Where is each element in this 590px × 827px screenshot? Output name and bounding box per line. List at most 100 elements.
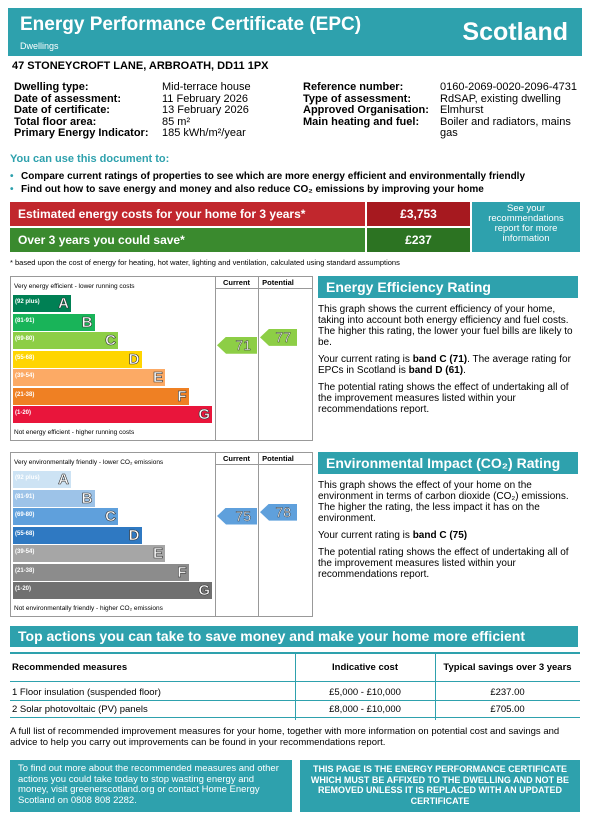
table-cell: 1 Floor insulation (suspended floor): [12, 687, 161, 698]
table-col-line: [295, 652, 296, 720]
band-letter: B: [81, 489, 93, 507]
detail-value: RdSAP, existing dwelling: [440, 92, 561, 105]
band-letter: A: [58, 471, 69, 489]
header-line: [215, 288, 312, 289]
band-letter: E: [152, 545, 164, 563]
band-range: (39-54): [15, 373, 35, 379]
bullet: •: [10, 184, 14, 195]
rating-band: (92 plus) A: [13, 295, 71, 312]
rating-band: (1-20) G: [13, 582, 212, 599]
text-run: The potential rating shows the effect of…: [318, 547, 569, 580]
band-range: (1-20): [15, 410, 32, 416]
column-header: Potential: [262, 454, 294, 463]
paragraph: Your current rating is band C (75): [318, 530, 580, 541]
detail-label: Main heating and fuel:: [303, 115, 420, 128]
cost-info: See your recommendations report for more…: [472, 202, 580, 252]
rating-arrow: 75: [217, 507, 257, 525]
band-letter: D: [128, 350, 140, 368]
rating-band: (92 plus) A: [13, 471, 71, 488]
column-header: Current: [222, 454, 251, 463]
rating-band: (1-20) G: [13, 406, 212, 423]
text-run: Your current rating is: [318, 354, 413, 365]
actions-note: A full list of recommended improvement m…: [10, 726, 560, 748]
subtitle: Dwellings: [20, 41, 59, 51]
text-run: This graph shows the current efficiency …: [318, 304, 573, 348]
column-header: Potential: [262, 278, 294, 287]
uses-heading: You can use this document to:: [10, 153, 170, 165]
header-line: [215, 464, 312, 465]
band-range: (55-68): [15, 530, 35, 537]
use-item: Find out how to save energy and money an…: [21, 184, 484, 195]
table-header: Indicative cost: [332, 662, 398, 673]
detail-label: Type of assessment:: [303, 92, 412, 105]
text-run: band C (71): [412, 354, 468, 365]
band-letter: B: [81, 313, 93, 331]
panel-title: Environmental Impact (CO₂) Rating: [318, 452, 578, 474]
column-line: [258, 453, 259, 616]
title: Energy Performance Certificate (EPC): [20, 14, 362, 35]
detail-value: 0160-2069-0020-2096-4731: [440, 81, 578, 93]
band-range: (81-91): [15, 317, 35, 324]
address: 47 STONEYCROFT LANE, ARBROATH, DD11 1PX: [12, 60, 269, 72]
detail-label: Total floor area:: [14, 115, 97, 128]
band-letter: F: [177, 387, 187, 405]
detail-value: 11 February 2026: [162, 92, 249, 105]
rating-arrow: 78: [260, 503, 297, 521]
detail-label: Approved Organisation:: [303, 104, 429, 116]
table-col-line: [435, 652, 436, 720]
rating-band: (81-91) B: [13, 489, 95, 507]
text-run: The potential rating shows the effect of…: [318, 382, 569, 415]
detail-label: Reference number:: [303, 81, 404, 93]
band-letter: E: [152, 369, 164, 387]
text-run: Your current rating is: [318, 530, 413, 541]
rating-band: (39-54) E: [13, 369, 165, 386]
band-range: (55-68): [15, 354, 35, 361]
band-letter: G: [198, 582, 210, 600]
rating-arrow: 77: [260, 328, 297, 346]
rating-band: (69-80) C: [13, 332, 118, 349]
cost-label: Over 3 years you could save*: [10, 228, 365, 252]
band-letter: G: [198, 406, 210, 424]
band-letter: C: [105, 332, 116, 350]
column-line: [215, 277, 216, 440]
table-line: [10, 681, 580, 682]
text-run: .: [463, 365, 466, 376]
detail-value: Elmhurst: [440, 104, 484, 116]
text-run: band C (75): [412, 530, 468, 541]
footnote: * based upon the cost of energy for heat…: [10, 258, 400, 267]
panel-text: This graph shows the current efficiency …: [318, 304, 580, 421]
band-letter: F: [177, 563, 187, 581]
rating-band: (55-68) D: [13, 526, 142, 544]
detail-value: Boiler and radiators, mains gas: [440, 115, 571, 139]
detail-label: Date of assessment:: [14, 92, 121, 105]
use-item: Compare current ratings of properties to…: [21, 171, 526, 182]
chart-top-label: Very energy efficient - lower running co…: [14, 283, 135, 290]
chart-top-label: Very environmentally friendly - lower CO…: [14, 459, 164, 466]
rating-band: (69-80) C: [13, 508, 118, 525]
rating-band: (81-91) B: [13, 313, 95, 331]
detail-label: Dwelling type:: [14, 81, 89, 93]
paragraph: Your current rating is band C (71). The …: [318, 354, 580, 376]
band-range: (81-91): [15, 493, 35, 500]
band-letter: C: [105, 508, 116, 526]
table-header: Typical savings over 3 years: [443, 662, 572, 673]
band-range: (69-80): [15, 336, 35, 342]
header: Energy Performance Certificate (EPC) Dwel…: [8, 8, 582, 56]
band-range: (1-20): [15, 586, 32, 592]
region: Scotland: [462, 18, 568, 46]
cost-label: Estimated energy costs for your home for…: [10, 202, 365, 226]
footer-left: To find out more about the recommended m…: [10, 760, 292, 812]
table-line: [10, 700, 580, 701]
paragraph: The potential rating shows the effect of…: [318, 382, 580, 415]
rating-chart: Very environmentally friendly - lower CO…: [10, 452, 313, 617]
detail-value: 185 kWh/m²/year: [162, 127, 246, 139]
detail-value: Mid-terrace house: [162, 81, 251, 93]
footer-right: THIS PAGE IS THE ENERGY PERFORMANCE CERT…: [300, 760, 580, 812]
rating-arrow: 71: [217, 336, 257, 354]
band-range: (92 plus): [15, 299, 40, 305]
band-range: (92 plus): [15, 475, 40, 481]
paragraph: This graph shows the current efficiency …: [318, 304, 580, 348]
table-cell: £705.00: [490, 704, 525, 715]
panel-title: Energy Efficiency Rating: [318, 276, 578, 298]
table-cell: £8,000 - £10,000: [329, 704, 401, 715]
